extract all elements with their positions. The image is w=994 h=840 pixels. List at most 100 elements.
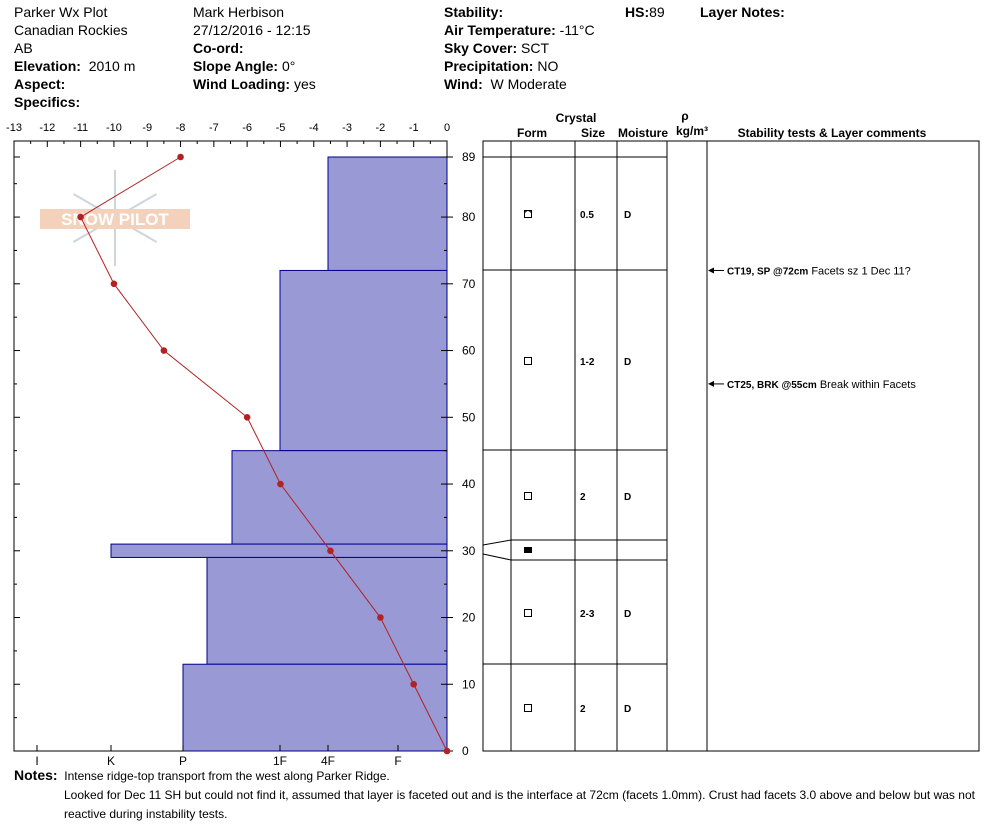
hardness-bar-0 (327, 156, 448, 271)
hardness-tick-label: 1F (273, 754, 287, 768)
height-tick-label: 10 (462, 677, 476, 691)
test-arrowhead (708, 380, 714, 387)
plot-area: -13 -12 -11 -10 -9 -8 -7 -6 -5 -4 -3 -2 -1 0010203040… (6, 122, 476, 768)
crystal-header: Crystal (556, 111, 597, 125)
grain-size: 2-3 (580, 609, 595, 620)
snowpilot-watermark: SNOW PILOT (40, 170, 190, 266)
layer-table: Crystal Form Size Moisture ρkg/m³ Stability t… (482, 109, 980, 752)
airtemp-label: Air Temperature: (444, 22, 556, 38)
density-symbol: ρ (681, 109, 688, 123)
layer-connector (482, 553, 512, 561)
height-tick-label: 60 (462, 344, 476, 358)
grain-size: 0.5 (580, 210, 594, 221)
windload-value: yes (293, 76, 316, 92)
rounding-mark (524, 210, 532, 214)
snowflake-arm (114, 193, 158, 219)
stability-label: Stability: (444, 4, 504, 20)
aspect-label: Aspect: (14, 76, 66, 92)
temp-tick-label: -2 (375, 122, 385, 134)
temp-tick-label: -9 (142, 122, 152, 134)
height-tick-label: 0 (462, 744, 469, 758)
slope-label: Slope Angle: (193, 58, 279, 74)
height-tick-label: 70 (462, 277, 476, 291)
temp-tick-label: -3 (342, 122, 352, 134)
site-title: Parker Wx Plot (14, 4, 108, 20)
layer-notes-label: Layer Notes: (700, 4, 785, 20)
hardness-bar-2 (231, 450, 448, 545)
layer-connector (482, 539, 512, 546)
temperature-line (79, 156, 448, 752)
stability-test-0: CT19, SP @72cm Facets sz 1 Dec 11? (727, 265, 911, 277)
hardness-tick-label: I (35, 754, 38, 768)
slope-row: Slope Angle: 0° (193, 57, 295, 75)
sky-label: Sky Cover: (444, 40, 518, 56)
moisture-value: D (624, 210, 631, 221)
temp-tick-label: -6 (242, 122, 252, 134)
airtemp-value: -11°C (559, 22, 595, 38)
temp-tick-label: -1 (409, 122, 419, 134)
coord-row: Co-ord: (193, 39, 244, 57)
grain-size: 2 (580, 492, 586, 503)
height-tick-label: 89 (462, 150, 476, 164)
temperature-point (77, 213, 84, 221)
notes-line-2: Looked for Dec 11 SH but could not find … (64, 788, 975, 802)
hardness-tick-label: 4F (321, 754, 335, 768)
temp-tick-label: -10 (106, 122, 122, 134)
facet-symbol (524, 357, 532, 365)
grain-size: 2 (580, 704, 586, 715)
wind-row: Wind: W Moderate (444, 75, 567, 93)
facet-symbol (524, 704, 532, 712)
notes-line-3: reactive during instability tests. (64, 807, 228, 821)
moisture-value: D (624, 357, 631, 368)
notes-line-1-text: Intense ridge-top transport from the wes… (64, 769, 390, 783)
moisture-header: Moisture (618, 126, 668, 140)
temp-tick-label: -5 (276, 122, 286, 134)
stability-test-1: CT25, BRK @55cm Break within Facets (727, 379, 916, 391)
hardness-tick-label: F (394, 754, 401, 768)
temp-tick-label: -11 (73, 122, 88, 134)
aspect-row: Aspect: (14, 75, 65, 93)
sky-row: Sky Cover: SCT (444, 39, 549, 57)
moisture-value: D (624, 492, 631, 503)
stability-row: Stability: (444, 3, 503, 21)
density-unit: kg/m³ (676, 124, 708, 138)
moisture-value: D (624, 704, 631, 715)
windload-label: Wind Loading: (193, 76, 291, 92)
hardness-bar-4 (206, 556, 448, 665)
test-comment: Break within Facets (817, 379, 917, 391)
height-tick-label: 20 (462, 611, 476, 625)
slope-value: 0° (281, 58, 296, 74)
specifics-row: Specifics: (14, 93, 80, 111)
temperature-point (177, 153, 184, 161)
table-frame (482, 140, 980, 752)
airtemp-row: Air Temperature: -11°C (444, 21, 595, 39)
specifics-label: Specifics: (14, 94, 81, 110)
test-code: CT25, BRK @55cm (727, 380, 817, 391)
temperature-point (243, 413, 251, 421)
state: AB (14, 40, 33, 56)
observer: Mark Herbison (193, 4, 285, 20)
hardness-bar-3 (110, 543, 448, 558)
elevation-row: Elevation: 2010 m (14, 57, 135, 75)
height-tick-label: 30 (462, 544, 476, 558)
coord-label: Co-ord: (193, 40, 244, 56)
wind-label: Wind: (444, 76, 483, 92)
temperature-point (277, 480, 284, 488)
test-arrowhead (708, 267, 714, 274)
moisture-value: D (624, 609, 631, 620)
precip-value: NO (537, 58, 559, 74)
height-tick-label: 80 (462, 210, 476, 224)
facet-symbol (524, 609, 532, 617)
grain-size: 1-2 (580, 357, 595, 368)
precip-row: Precipitation: NO (444, 57, 558, 75)
snowflake-arm (72, 193, 116, 219)
elevation-label: Elevation: (14, 58, 81, 74)
crust-symbol (524, 547, 532, 553)
temp-tick-label: -7 (209, 122, 219, 134)
temp-tick-label: -4 (309, 122, 319, 134)
temp-tick-label: 0 (444, 122, 450, 134)
temperature-point (110, 280, 118, 288)
elevation-value: 2010 m (88, 58, 136, 74)
height-tick-label: 50 (462, 410, 476, 424)
